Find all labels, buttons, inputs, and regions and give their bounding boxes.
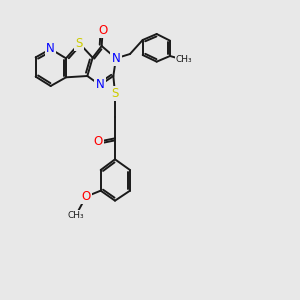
Text: O: O (81, 190, 91, 203)
Text: O: O (94, 135, 103, 148)
Text: CH₃: CH₃ (176, 56, 192, 64)
Text: S: S (111, 87, 119, 100)
Text: O: O (98, 23, 107, 37)
Text: CH₃: CH₃ (68, 211, 84, 220)
Text: S: S (76, 37, 83, 50)
Text: N: N (112, 52, 120, 65)
Text: N: N (96, 79, 104, 92)
Text: N: N (46, 43, 55, 56)
